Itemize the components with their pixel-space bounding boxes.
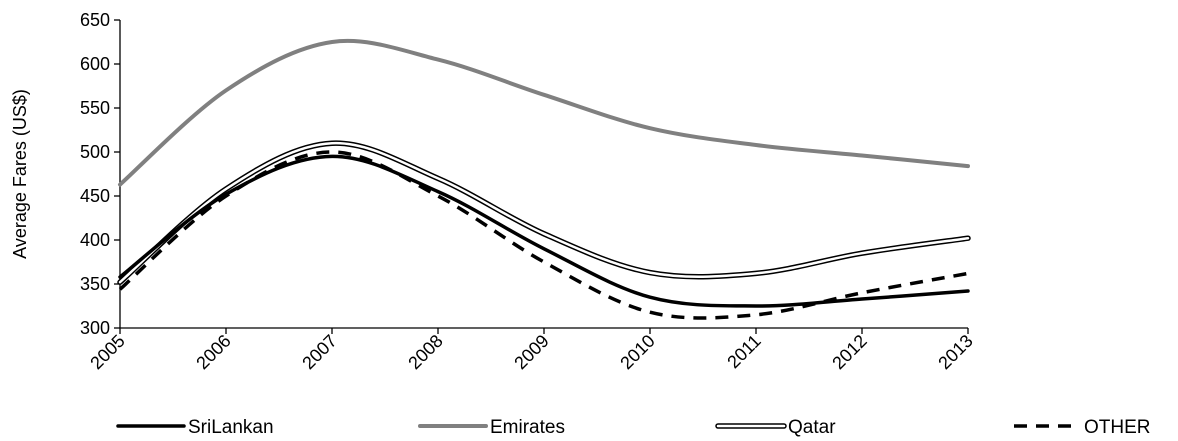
legend-item-qatar: Qatar [715, 417, 836, 438]
x-tick-label: 2008 [404, 331, 446, 373]
x-ticks: 2005 2006 2007 2008 2009 2010 2011 2012 2013 [86, 328, 977, 373]
x-tick-label: 2009 [510, 331, 552, 373]
legend-item-emirates: Emirates [418, 417, 565, 438]
y-tick-label: 500 [80, 142, 110, 162]
legend-label: Emirates [490, 417, 565, 438]
y-tick-label: 350 [80, 274, 110, 294]
series-emirates [118, 38, 970, 187]
y-tick-label: 550 [80, 98, 110, 118]
legend-item-srilankan: SriLankan [116, 417, 274, 438]
series-line-srilankan [118, 154, 970, 308]
legend-label: OTHER [1084, 417, 1151, 438]
legend: SriLankan Emirates Qatar OTHER [116, 417, 1151, 438]
y-tick-label: 300 [80, 318, 110, 338]
x-tick-label: 2013 [934, 331, 976, 373]
y-tick-label: 400 [80, 230, 110, 250]
series-srilankan [118, 154, 970, 308]
x-tick-label: 2010 [616, 331, 658, 373]
x-tick-label: 2012 [828, 331, 870, 373]
series-line-qatar-inner [118, 141, 970, 284]
y-tick-label: 600 [80, 54, 110, 74]
y-axis-title: Average Fares (US$) [10, 89, 30, 259]
legend-label: Qatar [788, 417, 836, 438]
series-line-qatar-outer [117, 140, 971, 285]
legend-item-other: OTHER [1014, 417, 1151, 438]
x-tick-label: 2007 [298, 331, 340, 373]
y-tick-label: 650 [80, 10, 110, 30]
series-line-emirates [118, 38, 970, 187]
series-qatar [117, 140, 971, 285]
y-tick-label: 450 [80, 186, 110, 206]
y-ticks: 300 350 400 450 500 550 600 650 [80, 10, 120, 338]
x-tick-label: 2006 [192, 331, 234, 373]
series-lines [117, 38, 971, 320]
x-tick-label: 2011 [723, 331, 765, 373]
legend-label: SriLankan [188, 417, 274, 438]
